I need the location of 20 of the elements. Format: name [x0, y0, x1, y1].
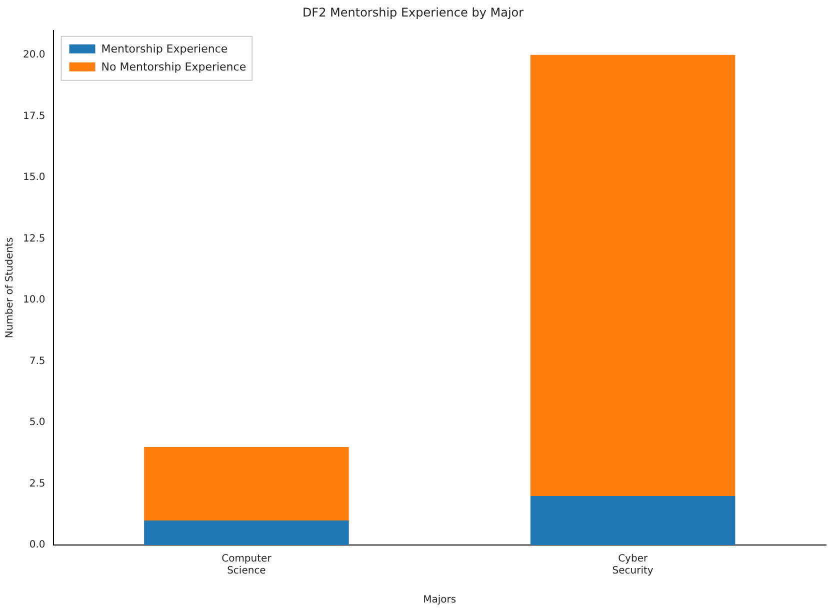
bar [144, 446, 349, 520]
y-tick-label: 12.5 [23, 233, 46, 244]
x-axis-title: Majors [423, 594, 456, 606]
y-tick-label: 0.0 [29, 540, 46, 551]
x-tick-label: Cyber Security [612, 554, 654, 577]
bar [530, 54, 736, 496]
bar [144, 520, 349, 545]
y-tick-label: 10.0 [23, 294, 46, 306]
x-tick-label: Computer Science [222, 554, 272, 577]
legend-label: No Mentorship Experience [101, 60, 246, 74]
y-tick-label: 7.5 [29, 356, 46, 367]
y-tick-label: 15.0 [23, 172, 46, 184]
y-tick-label: 20.0 [23, 50, 46, 60]
y-tick-label: 5.0 [29, 417, 46, 428]
chart-title: DF2 Mentorship Experience by Major [302, 5, 524, 20]
y-tick-label: 2.5 [29, 478, 46, 490]
y-axis-title: Number of Students [4, 237, 16, 338]
bar [530, 496, 736, 545]
y-tick-label: 17.5 [23, 110, 46, 122]
legend-label: Mentorship Experience [101, 42, 228, 56]
